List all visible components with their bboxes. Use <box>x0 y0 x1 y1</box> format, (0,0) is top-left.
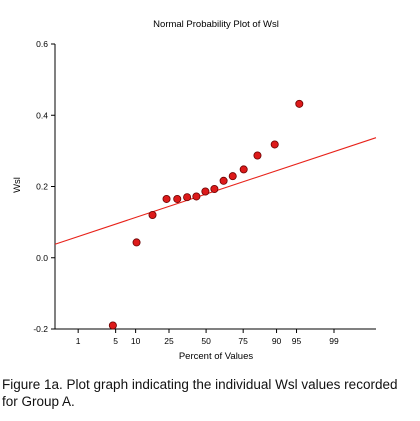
data-point <box>108 321 117 330</box>
x-tick-label: 99 <box>329 336 339 346</box>
x-tick-label: 90 <box>272 336 282 346</box>
x-axis-label: Percent of Values <box>179 351 254 362</box>
data-points <box>108 99 304 330</box>
data-point <box>253 151 262 160</box>
x-tick-label: 10 <box>131 336 141 346</box>
data-point <box>239 165 248 174</box>
y-axis-label: Wsl <box>12 177 23 193</box>
data-point <box>295 99 304 108</box>
y-tick-label: -0.2 <box>33 324 48 334</box>
y-tick-label: 0.4 <box>36 110 48 120</box>
x-tick-label: 5 <box>113 336 118 346</box>
y-tick-label: 0.2 <box>36 182 48 192</box>
data-point <box>183 193 192 202</box>
data-point <box>148 210 157 219</box>
chart: Normal Probability Plot of Wsl Wsl Perce… <box>12 19 377 362</box>
x-tick-label: 75 <box>238 336 248 346</box>
data-point <box>201 187 210 196</box>
y-tick-label: 0.0 <box>36 253 48 263</box>
figure-caption: Figure 1a. Plot graph indicating the ind… <box>2 377 398 409</box>
data-point <box>219 176 228 185</box>
data-point <box>210 184 219 193</box>
x-tick-label: 95 <box>292 336 302 346</box>
data-point <box>162 194 171 203</box>
chart-title: Normal Probability Plot of Wsl <box>153 19 279 30</box>
x-tick-label: 50 <box>201 336 211 346</box>
x-tick-label: 1 <box>76 336 81 346</box>
axes: -0.2 0.0 0.2 0.4 0.6 1 5 10 25 50 75 90 95 99 <box>33 39 376 346</box>
data-point <box>192 192 201 201</box>
data-point <box>228 172 237 181</box>
data-point <box>173 194 182 203</box>
y-tick-label: 0.6 <box>36 39 48 49</box>
data-point <box>132 238 141 247</box>
x-tick-label: 25 <box>164 336 174 346</box>
data-point <box>270 140 279 149</box>
